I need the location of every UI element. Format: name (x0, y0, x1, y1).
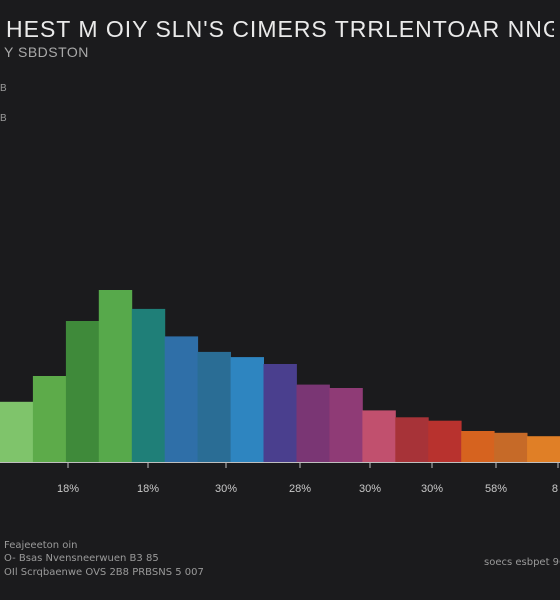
chart-subtitle: Y SBDSTON (4, 44, 89, 60)
axis-mark-2: B (0, 113, 7, 124)
bar-17 (527, 436, 560, 462)
bar-11 (329, 388, 363, 462)
chart-title: HEST M OIY SLN'S CIMERS TRRLENTOAR NNGEM… (6, 16, 554, 42)
bar-9 (263, 364, 297, 462)
bar-7 (197, 351, 231, 462)
footer-note: soecs esbpet 96 (484, 557, 560, 568)
bar-10 (296, 384, 330, 462)
bar-3 (65, 321, 100, 462)
x-tick-label: 30% (421, 483, 443, 495)
x-tick-label: 18% (57, 483, 79, 495)
x-tick-label: 30% (215, 483, 237, 495)
x-tick-label: 18% (137, 483, 159, 495)
bar-8 (230, 357, 264, 462)
bar-2 (32, 376, 67, 462)
x-tick-label: 28% (289, 483, 311, 495)
footer-line-3: OIl Scrqbaenwe OVS 2B8 PRBSNS 5 007 (4, 567, 204, 578)
bar-1 (0, 401, 34, 462)
bar-4 (98, 290, 133, 462)
bar-13 (395, 417, 429, 462)
bar-15 (461, 431, 495, 462)
bar-5 (131, 308, 166, 462)
footer-line-2: O- Bsas Nvensneerwuen B3 85 (4, 553, 159, 564)
bar-6 (164, 336, 199, 462)
bar-16 (494, 432, 528, 462)
footer-line-1: Feajeeeton oin (4, 540, 78, 551)
x-tick-label: 58% (485, 483, 507, 495)
bar-12 (362, 410, 396, 462)
bar-14 (428, 420, 462, 462)
x-tick-label: 8 (552, 483, 558, 495)
axis-mark-1: B (0, 83, 7, 94)
x-tick-label: 30% (359, 483, 381, 495)
